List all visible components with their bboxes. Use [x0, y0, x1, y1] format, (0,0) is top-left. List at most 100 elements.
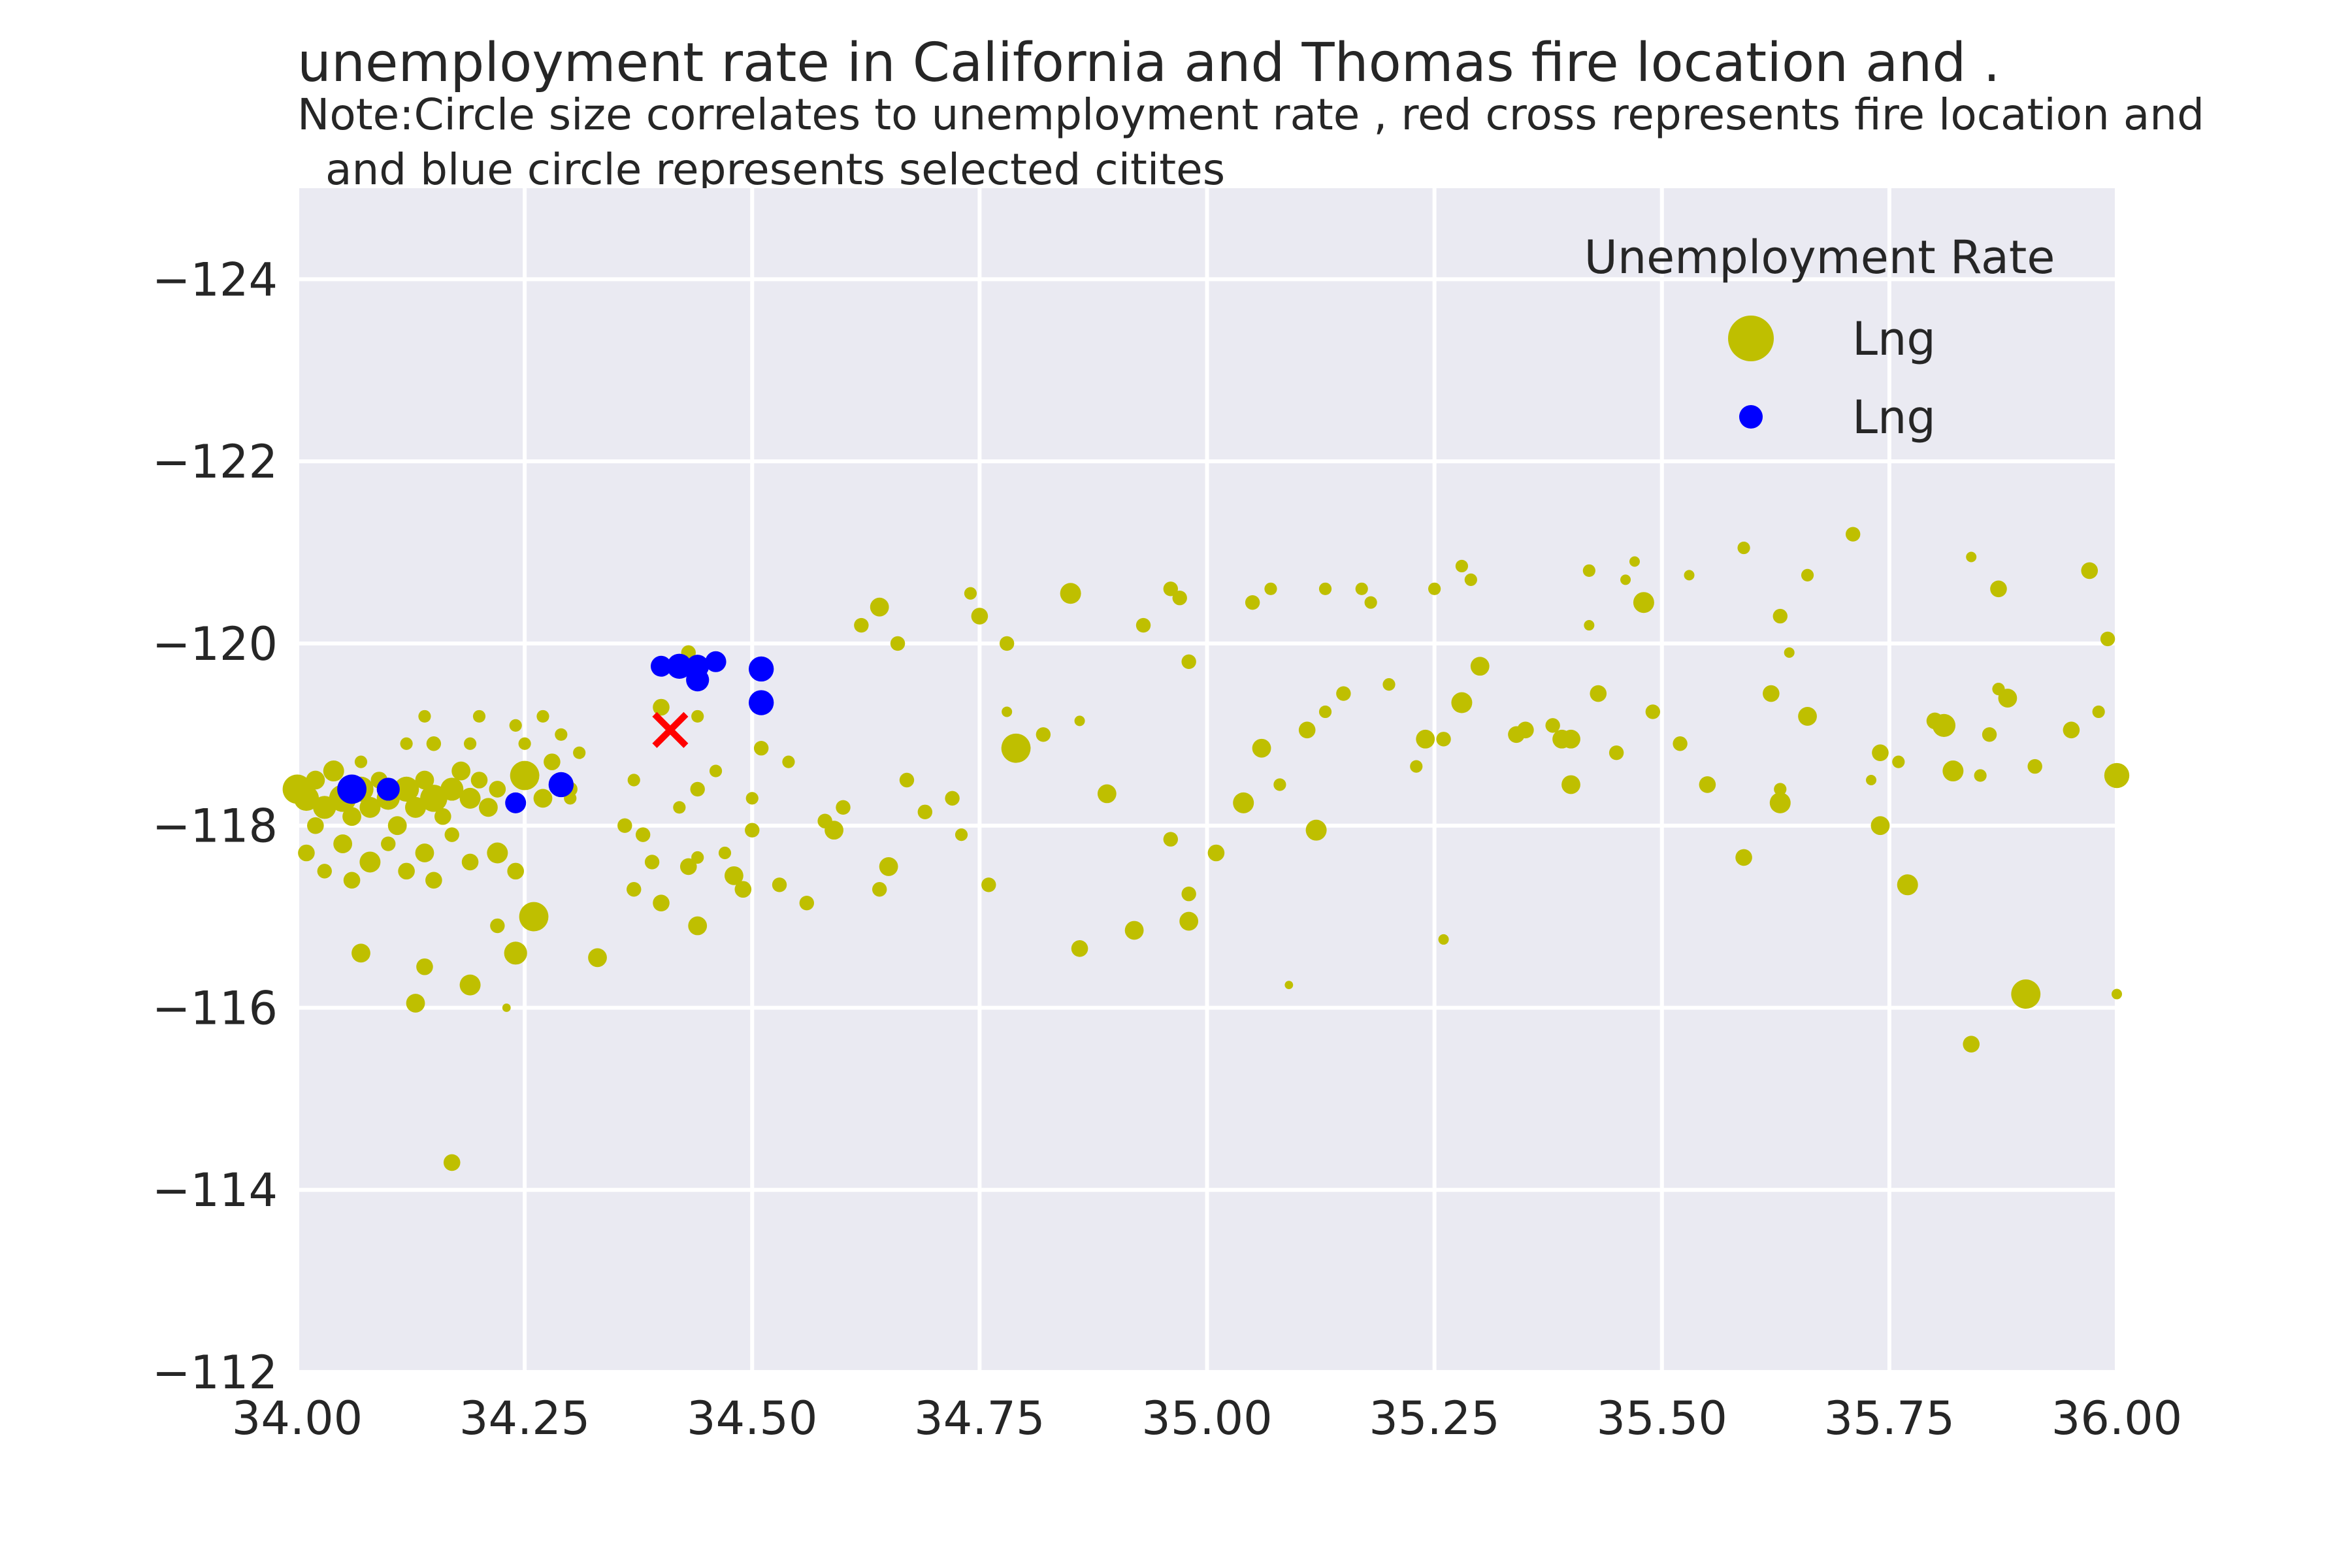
unemployment-point: [1699, 776, 1716, 793]
unemployment-point: [718, 846, 732, 860]
unemployment-point: [1416, 729, 1435, 749]
x-tick-label: 34.25: [459, 1392, 590, 1445]
x-tick-label: 34.00: [232, 1392, 363, 1445]
unemployment-point: [745, 792, 759, 805]
unemployment-point: [1892, 755, 1905, 768]
y-axis-tick-labels: −124 −122 −120 −118 −116 −114 −112: [152, 253, 278, 1399]
fire-cross-stroke: [652, 711, 689, 748]
unemployment-point: [342, 807, 361, 826]
unemployment-point: [489, 781, 506, 798]
unemployment-point: [1060, 583, 1081, 604]
unemployment-point: [1620, 574, 1631, 585]
unemployment-point: [1845, 527, 1861, 542]
unemployment-point: [510, 760, 540, 791]
unemployment-point: [317, 864, 332, 879]
unemployment-point: [1298, 721, 1316, 739]
unemployment-point: [1684, 570, 1695, 581]
unemployment-point: [502, 1004, 511, 1012]
legend: Unemployment Rate Lng Lng: [1584, 231, 2055, 444]
legend-marker: [1739, 405, 1763, 429]
unemployment-point: [1464, 573, 1477, 586]
unemployment-point: [1561, 775, 1580, 794]
unemployment-point: [1590, 685, 1607, 702]
unemployment-point: [1870, 816, 1890, 836]
unemployment-point: [1284, 981, 1294, 990]
unemployment-point: [1974, 769, 1987, 782]
unemployment-point: [387, 816, 407, 836]
unemployment-point: [1382, 678, 1396, 691]
unemployment-point: [854, 617, 869, 633]
unemployment-point: [359, 796, 381, 818]
unemployment-point: [1470, 657, 1490, 676]
legend-label: Lng: [1852, 391, 1936, 444]
unemployment-point: [307, 817, 324, 834]
unemployment-point: [899, 772, 915, 788]
unemployment-point: [1207, 844, 1225, 862]
unemployment-point: [1071, 940, 1088, 957]
unemployment-point: [1124, 921, 1144, 940]
scatter-points: [282, 527, 2130, 1171]
x-tick-label: 35.75: [1824, 1392, 1955, 1445]
unemployment-point: [2011, 979, 2041, 1009]
unemployment-point: [627, 774, 640, 787]
unemployment-point: [945, 791, 960, 806]
x-tick-label: 36.00: [2051, 1392, 2182, 1445]
unemployment-point: [459, 974, 481, 996]
unemployment-point: [1364, 596, 1377, 609]
selected-city-point: [748, 690, 774, 715]
unemployment-point: [461, 853, 479, 871]
unemployment-point: [1002, 706, 1013, 717]
unemployment-point: [753, 741, 769, 756]
unemployment-point: [690, 781, 705, 797]
unemployment-point: [709, 764, 723, 777]
selected-city-point: [376, 777, 400, 801]
chart-subtitle-line-1: Note:Circle size correlates to unemploym…: [297, 90, 2204, 140]
unemployment-point: [536, 710, 549, 723]
unemployment-point: [734, 881, 752, 898]
unemployment-point: [691, 710, 704, 723]
unemployment-point: [679, 858, 697, 875]
x-axis-tick-labels: 34.00 34.25 34.50 34.75 35.00 35.25 35.50 35.75…: [232, 1392, 2182, 1445]
unemployment-point: [487, 842, 508, 864]
unemployment-point: [323, 760, 344, 782]
unemployment-point: [1436, 732, 1451, 747]
selected-city-point: [548, 772, 574, 798]
unemployment-point: [745, 823, 760, 838]
unemployment-point: [1181, 654, 1196, 669]
unemployment-point: [971, 608, 988, 625]
unemployment-point: [479, 798, 498, 817]
unemployment-point: [782, 755, 795, 768]
unemployment-point: [644, 855, 660, 870]
unemployment-point: [451, 761, 471, 781]
unemployment-point: [507, 862, 524, 880]
unemployment-point: [836, 800, 851, 815]
unemployment-point: [298, 844, 315, 862]
unemployment-point: [1963, 1036, 1980, 1053]
unemployment-point: [1609, 745, 1624, 760]
unemployment-point: [434, 808, 451, 825]
y-tick-label: −122: [152, 435, 278, 489]
unemployment-point: [1428, 582, 1441, 595]
unemployment-point: [1264, 582, 1277, 595]
unemployment-point: [393, 776, 419, 802]
unemployment-point: [1455, 559, 1468, 573]
legend-marker: [1728, 316, 1774, 361]
y-tick-label: −118: [152, 800, 278, 853]
unemployment-point: [1318, 582, 1332, 595]
unemployment-point: [555, 728, 568, 741]
unemployment-point: [653, 698, 670, 716]
unemployment-point: [425, 872, 442, 889]
legend-label: Lng: [1852, 312, 1936, 366]
unemployment-point: [306, 770, 325, 790]
unemployment-point: [1645, 704, 1661, 719]
unemployment-point: [588, 948, 607, 968]
unemployment-point: [870, 597, 889, 617]
unemployment-point: [293, 785, 319, 811]
selected-city-point: [505, 792, 527, 813]
unemployment-point: [518, 737, 531, 750]
unemployment-point: [879, 857, 898, 876]
unemployment-point: [617, 818, 632, 833]
unemployment-point: [1737, 541, 1750, 555]
unemployment-point: [519, 902, 549, 932]
